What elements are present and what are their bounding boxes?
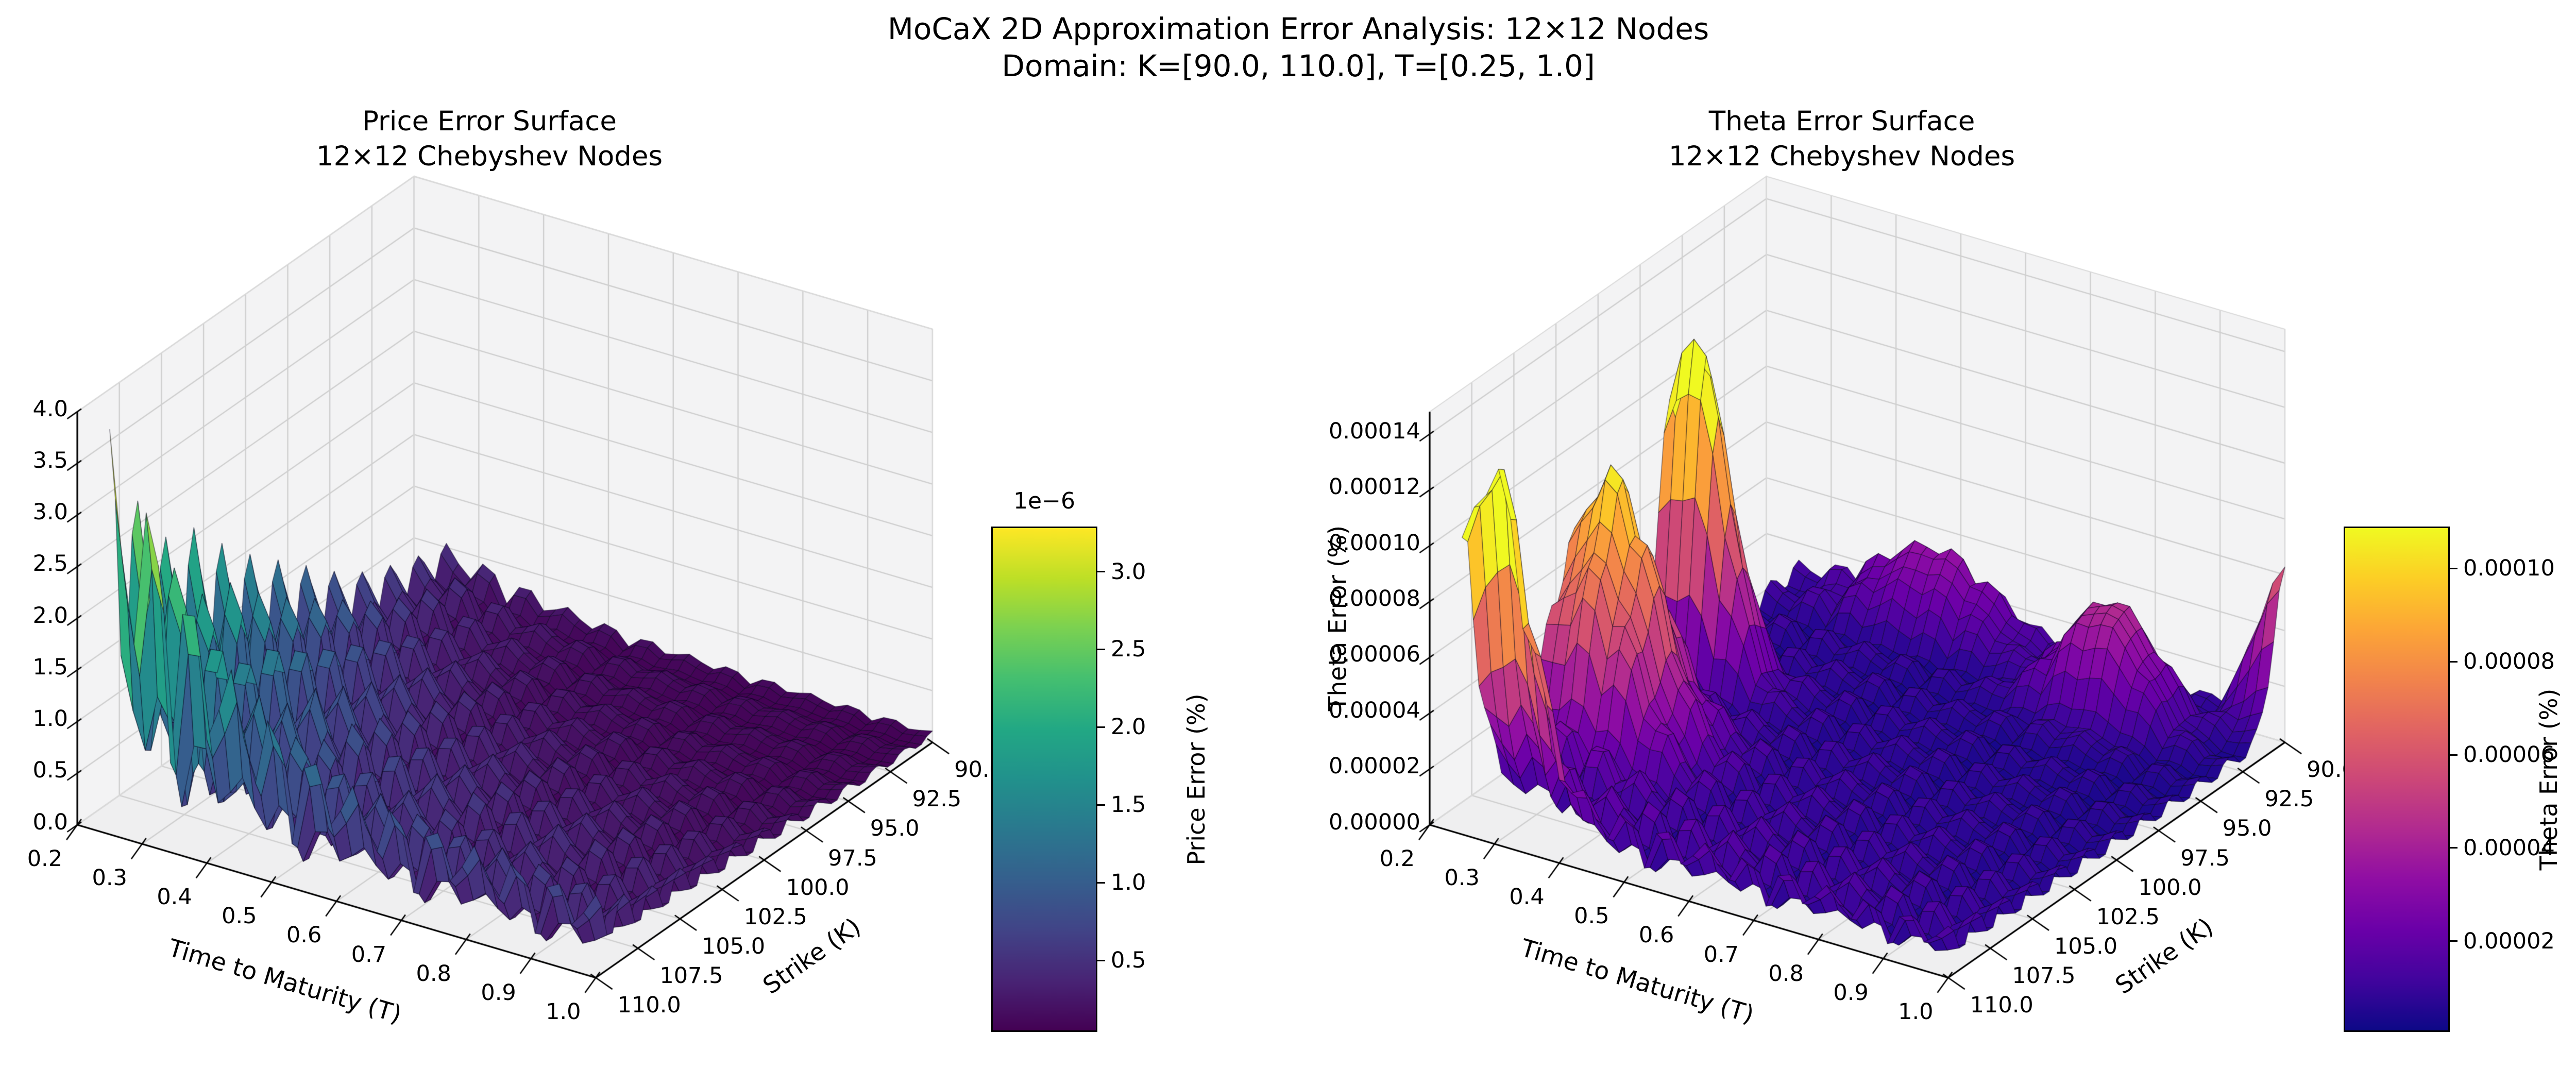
theta-k-tick-label: 105.0 [2054, 933, 2118, 959]
theta-t-tick-label: 0.2 [1379, 846, 1415, 872]
theta-t-tick-label: 0.4 [1509, 884, 1545, 910]
price-z-tick-label: 4.0 [32, 396, 68, 422]
theta-k-tick-label: 110.0 [1970, 992, 2033, 1019]
price-k-tick-label: 97.5 [828, 845, 877, 871]
price-colorbar-tick [1097, 726, 1105, 728]
figure-suptitle-line2: Domain: K=[90.0, 110.0], T=[0.25, 1.0] [1002, 48, 1595, 83]
price-k-tick-label: 95.0 [870, 816, 920, 842]
theta-colorbar-tick-label: 0.00008 [2463, 649, 2555, 675]
price-colorbar-tick-label: 3.0 [1111, 558, 1146, 585]
theta-plot-title-line1: Theta Error Surface [1708, 106, 1975, 137]
price-z-tick-label: 0.0 [32, 809, 68, 835]
theta-z-tick-label: 0.00004 [1329, 697, 1420, 723]
price-z-tick-label: 1.0 [32, 706, 68, 732]
price-colorbar-tick [1097, 881, 1105, 884]
theta-t-tick-label: 0.9 [1833, 979, 1869, 1006]
theta-t-tick-label: 1.0 [1898, 998, 1934, 1025]
theta-z-tick-label: 0.00000 [1329, 809, 1420, 835]
price-colorbar-tick-label: 1.5 [1111, 792, 1146, 818]
theta-z-axis-title: Theta Error (%) [1324, 525, 1352, 711]
price-colorbar-label: Price Error (%) [1182, 693, 1210, 866]
price-colorbar-offset-text: 1e−6 [1013, 488, 1075, 514]
price-colorbar [991, 527, 1097, 1032]
price-colorbar-tick [1097, 959, 1105, 961]
theta-z-tick-label: 0.00006 [1329, 641, 1420, 668]
price-t-tick-label: 0.4 [157, 884, 192, 910]
theta-z-tick-label: 0.00010 [1329, 530, 1420, 556]
price-z-tick-label: 3.5 [32, 447, 68, 473]
theta-k-tick-label: 92.5 [2264, 786, 2314, 812]
price-colorbar-tick [1097, 571, 1105, 573]
price-t-tick-label: 1.0 [546, 998, 581, 1025]
theta-z-tick-label: 0.00008 [1329, 586, 1420, 612]
price-t-tick-label: 0.9 [481, 979, 516, 1006]
theta-z-tick-label: 0.00012 [1329, 474, 1420, 500]
price-plot-title-line1: Price Error Surface [362, 106, 617, 137]
theta-k-tick-label: 95.0 [2222, 816, 2272, 842]
price-colorbar-tick-label: 0.5 [1111, 947, 1146, 974]
price-t-tick-label: 0.2 [27, 846, 63, 872]
price-z-tick-label: 0.5 [32, 757, 68, 784]
theta-error-plot: Theta Error Surface 12×12 Chebyshev Node… [1324, 106, 2576, 1068]
theta-colorbar-tick [2450, 847, 2458, 849]
price-plot-title-line2: 12×12 Chebyshev Nodes [316, 140, 663, 172]
price-colorbar-tick [1097, 804, 1105, 806]
theta-colorbar-tick-label: 0.00010 [2463, 555, 2555, 582]
price-error-plot: Price Error Surface 12×12 Chebyshev Node… [0, 106, 1245, 1068]
theta-colorbar-tick [2450, 567, 2458, 569]
theta-t-tick-label: 0.5 [1574, 903, 1609, 929]
price-k-tick-label: 110.0 [617, 992, 681, 1019]
price-colorbar-tick-label: 1.0 [1111, 870, 1146, 896]
theta-colorbar-tick-label: 0.00004 [2463, 835, 2555, 861]
theta-colorbar-tick [2450, 660, 2458, 663]
theta-k-tick-label: 100.0 [2138, 874, 2202, 901]
price-k-tick-label: 102.5 [743, 904, 807, 930]
price-z-tick-label: 2.5 [32, 551, 68, 577]
price-plot-title: Price Error Surface 12×12 Chebyshev Node… [316, 104, 663, 174]
theta-colorbar-tick [2450, 754, 2458, 756]
price-z-tick-label: 3.0 [32, 499, 68, 525]
theta-colorbar-tick-label: 0.00006 [2463, 742, 2555, 768]
price-t-tick-label: 0.8 [416, 960, 451, 987]
price-k-tick-label: 107.5 [659, 962, 723, 989]
theta-colorbar-tick-label: 0.00002 [2463, 928, 2555, 954]
price-t-tick-label: 0.6 [286, 922, 322, 948]
theta-k-tick-label: 102.5 [2096, 904, 2160, 930]
theta-k-tick-label: 97.5 [2180, 845, 2230, 871]
theta-t-tick-label: 0.3 [1444, 865, 1480, 891]
theta-t-tick-label: 0.7 [1703, 941, 1739, 968]
price-t-tick-label: 0.7 [351, 941, 387, 968]
theta-plot-title-line2: 12×12 Chebyshev Nodes [1668, 140, 2015, 172]
price-colorbar-tick-label: 2.5 [1111, 636, 1146, 663]
theta-k-tick-label: 107.5 [2012, 962, 2076, 989]
theta-colorbar-label: Theta Error (%) [2535, 688, 2563, 871]
theta-colorbar [2344, 527, 2450, 1032]
theta-colorbar-tick [2450, 940, 2458, 942]
theta-plot-title: Theta Error Surface 12×12 Chebyshev Node… [1669, 104, 2015, 174]
price-colorbar-tick [1097, 648, 1105, 650]
theta-t-tick-label: 0.8 [1768, 960, 1804, 987]
price-t-tick-label: 0.3 [92, 865, 127, 891]
price-z-tick-label: 1.5 [32, 654, 68, 680]
price-t-tick-label: 0.5 [222, 903, 257, 929]
price-k-tick-label: 92.5 [912, 786, 962, 812]
theta-z-tick-label: 0.00002 [1329, 753, 1420, 779]
price-colorbar-tick-label: 2.0 [1111, 714, 1146, 740]
theta-t-tick-label: 0.6 [1638, 922, 1674, 948]
price-k-tick-label: 100.0 [786, 874, 850, 901]
figure-suptitle-line1: MoCaX 2D Approximation Error Analysis: 1… [887, 11, 1709, 46]
price-k-tick-label: 105.0 [702, 933, 766, 959]
price-z-tick-label: 2.0 [32, 602, 68, 629]
theta-z-tick-label: 0.00014 [1329, 418, 1420, 445]
